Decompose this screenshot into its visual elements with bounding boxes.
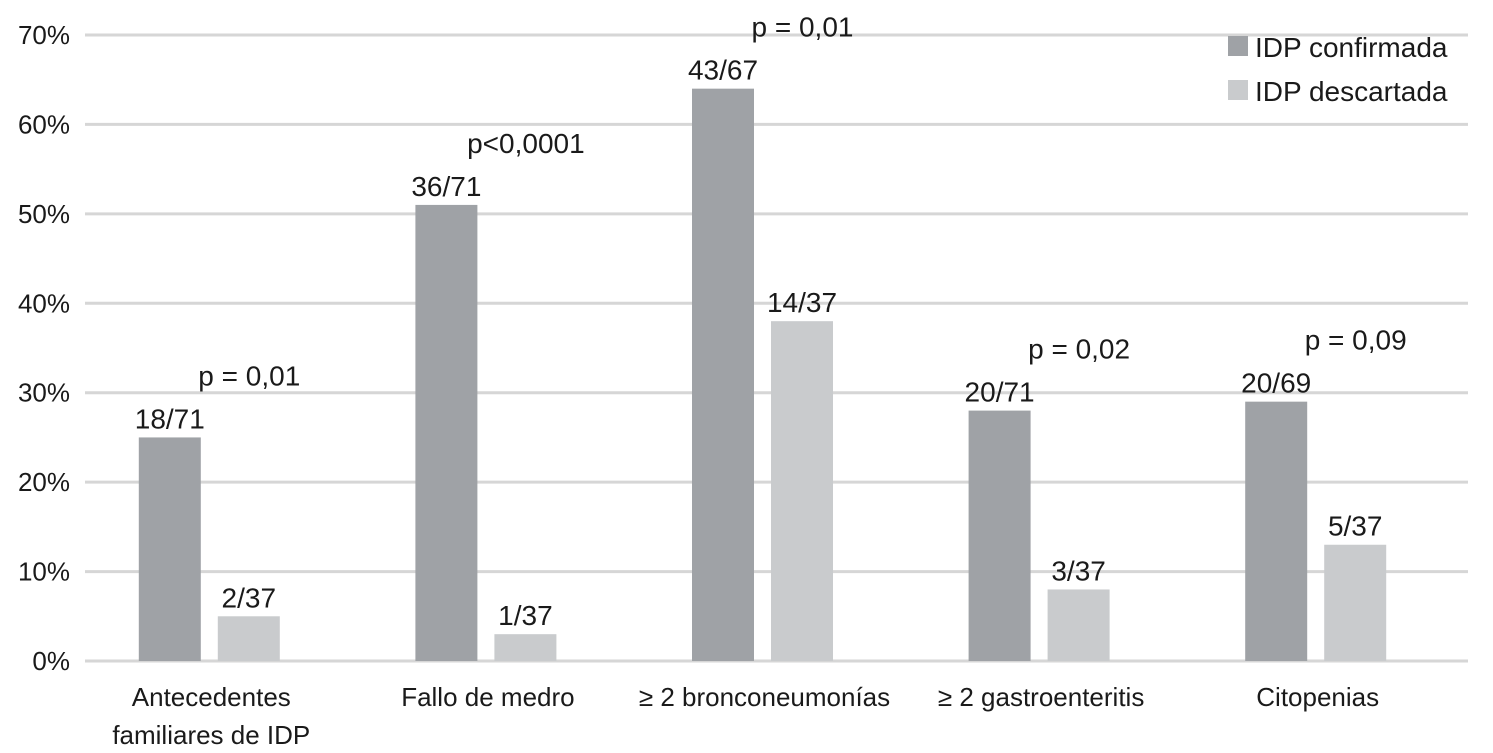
p-value-annotation: p = 0,09 [1305, 325, 1407, 356]
data-label: 18/71 [135, 403, 205, 434]
category-label-line: Fallo de medro [401, 682, 574, 712]
category-label: Citopenias [1256, 682, 1379, 712]
legend-label: IDP descartada [1255, 76, 1448, 107]
p-value-annotation: p = 0,02 [1028, 334, 1130, 365]
bar-confirmada [692, 88, 754, 661]
bar-confirmada [138, 437, 201, 661]
category-label-line: Citopenias [1256, 682, 1379, 712]
bar-descartada [1047, 589, 1110, 661]
legend-label: IDP confirmada [1255, 32, 1448, 63]
y-tick-label: 10% [18, 557, 70, 587]
category-label: Antecedentes familiares de IDP [112, 682, 310, 750]
p-value-annotation: p<0,0001 [467, 128, 585, 159]
y-tick-label: 30% [18, 378, 70, 408]
bar-descartada [494, 634, 557, 661]
legend-swatch [1228, 80, 1248, 100]
legend-swatch [1228, 36, 1248, 56]
category-label-line: ≥ 2 bronconeumonías [639, 682, 890, 712]
p-value-annotation: p = 0,01 [752, 12, 854, 43]
bar-descartada [1324, 544, 1387, 661]
data-label: 5/37 [1328, 511, 1383, 542]
y-tick-label: 20% [18, 467, 70, 497]
y-tick-label: 40% [18, 288, 70, 318]
data-label: 20/71 [965, 377, 1035, 408]
data-label: 3/37 [1051, 555, 1106, 586]
bar-descartada [217, 616, 280, 661]
bar-confirmada [968, 410, 1031, 661]
y-tick-label: 60% [18, 109, 70, 139]
data-label: 43/67 [688, 55, 758, 86]
y-tick-label: 0% [32, 646, 70, 676]
bar-confirmada [415, 204, 478, 661]
data-label: 20/69 [1241, 368, 1311, 399]
category-label: ≥ 2 gastroenteritis [938, 682, 1144, 712]
category-label: Fallo de medro [401, 682, 574, 712]
data-label: 2/37 [222, 582, 277, 613]
data-label: 14/37 [767, 287, 837, 318]
category-label-line: familiares de IDP [112, 720, 310, 750]
data-label: 1/37 [498, 600, 553, 631]
bar-confirmada [1245, 401, 1308, 661]
p-value-annotation: p = 0,01 [198, 360, 300, 391]
bar-descartada [771, 321, 833, 661]
category-label-line: ≥ 2 gastroenteritis [938, 682, 1144, 712]
category-label-line: Antecedentes [132, 682, 291, 712]
y-tick-label: 50% [18, 199, 70, 229]
y-tick-label: 70% [18, 20, 70, 50]
category-label: ≥ 2 bronconeumonías [639, 682, 890, 712]
data-label: 36/71 [411, 171, 481, 202]
